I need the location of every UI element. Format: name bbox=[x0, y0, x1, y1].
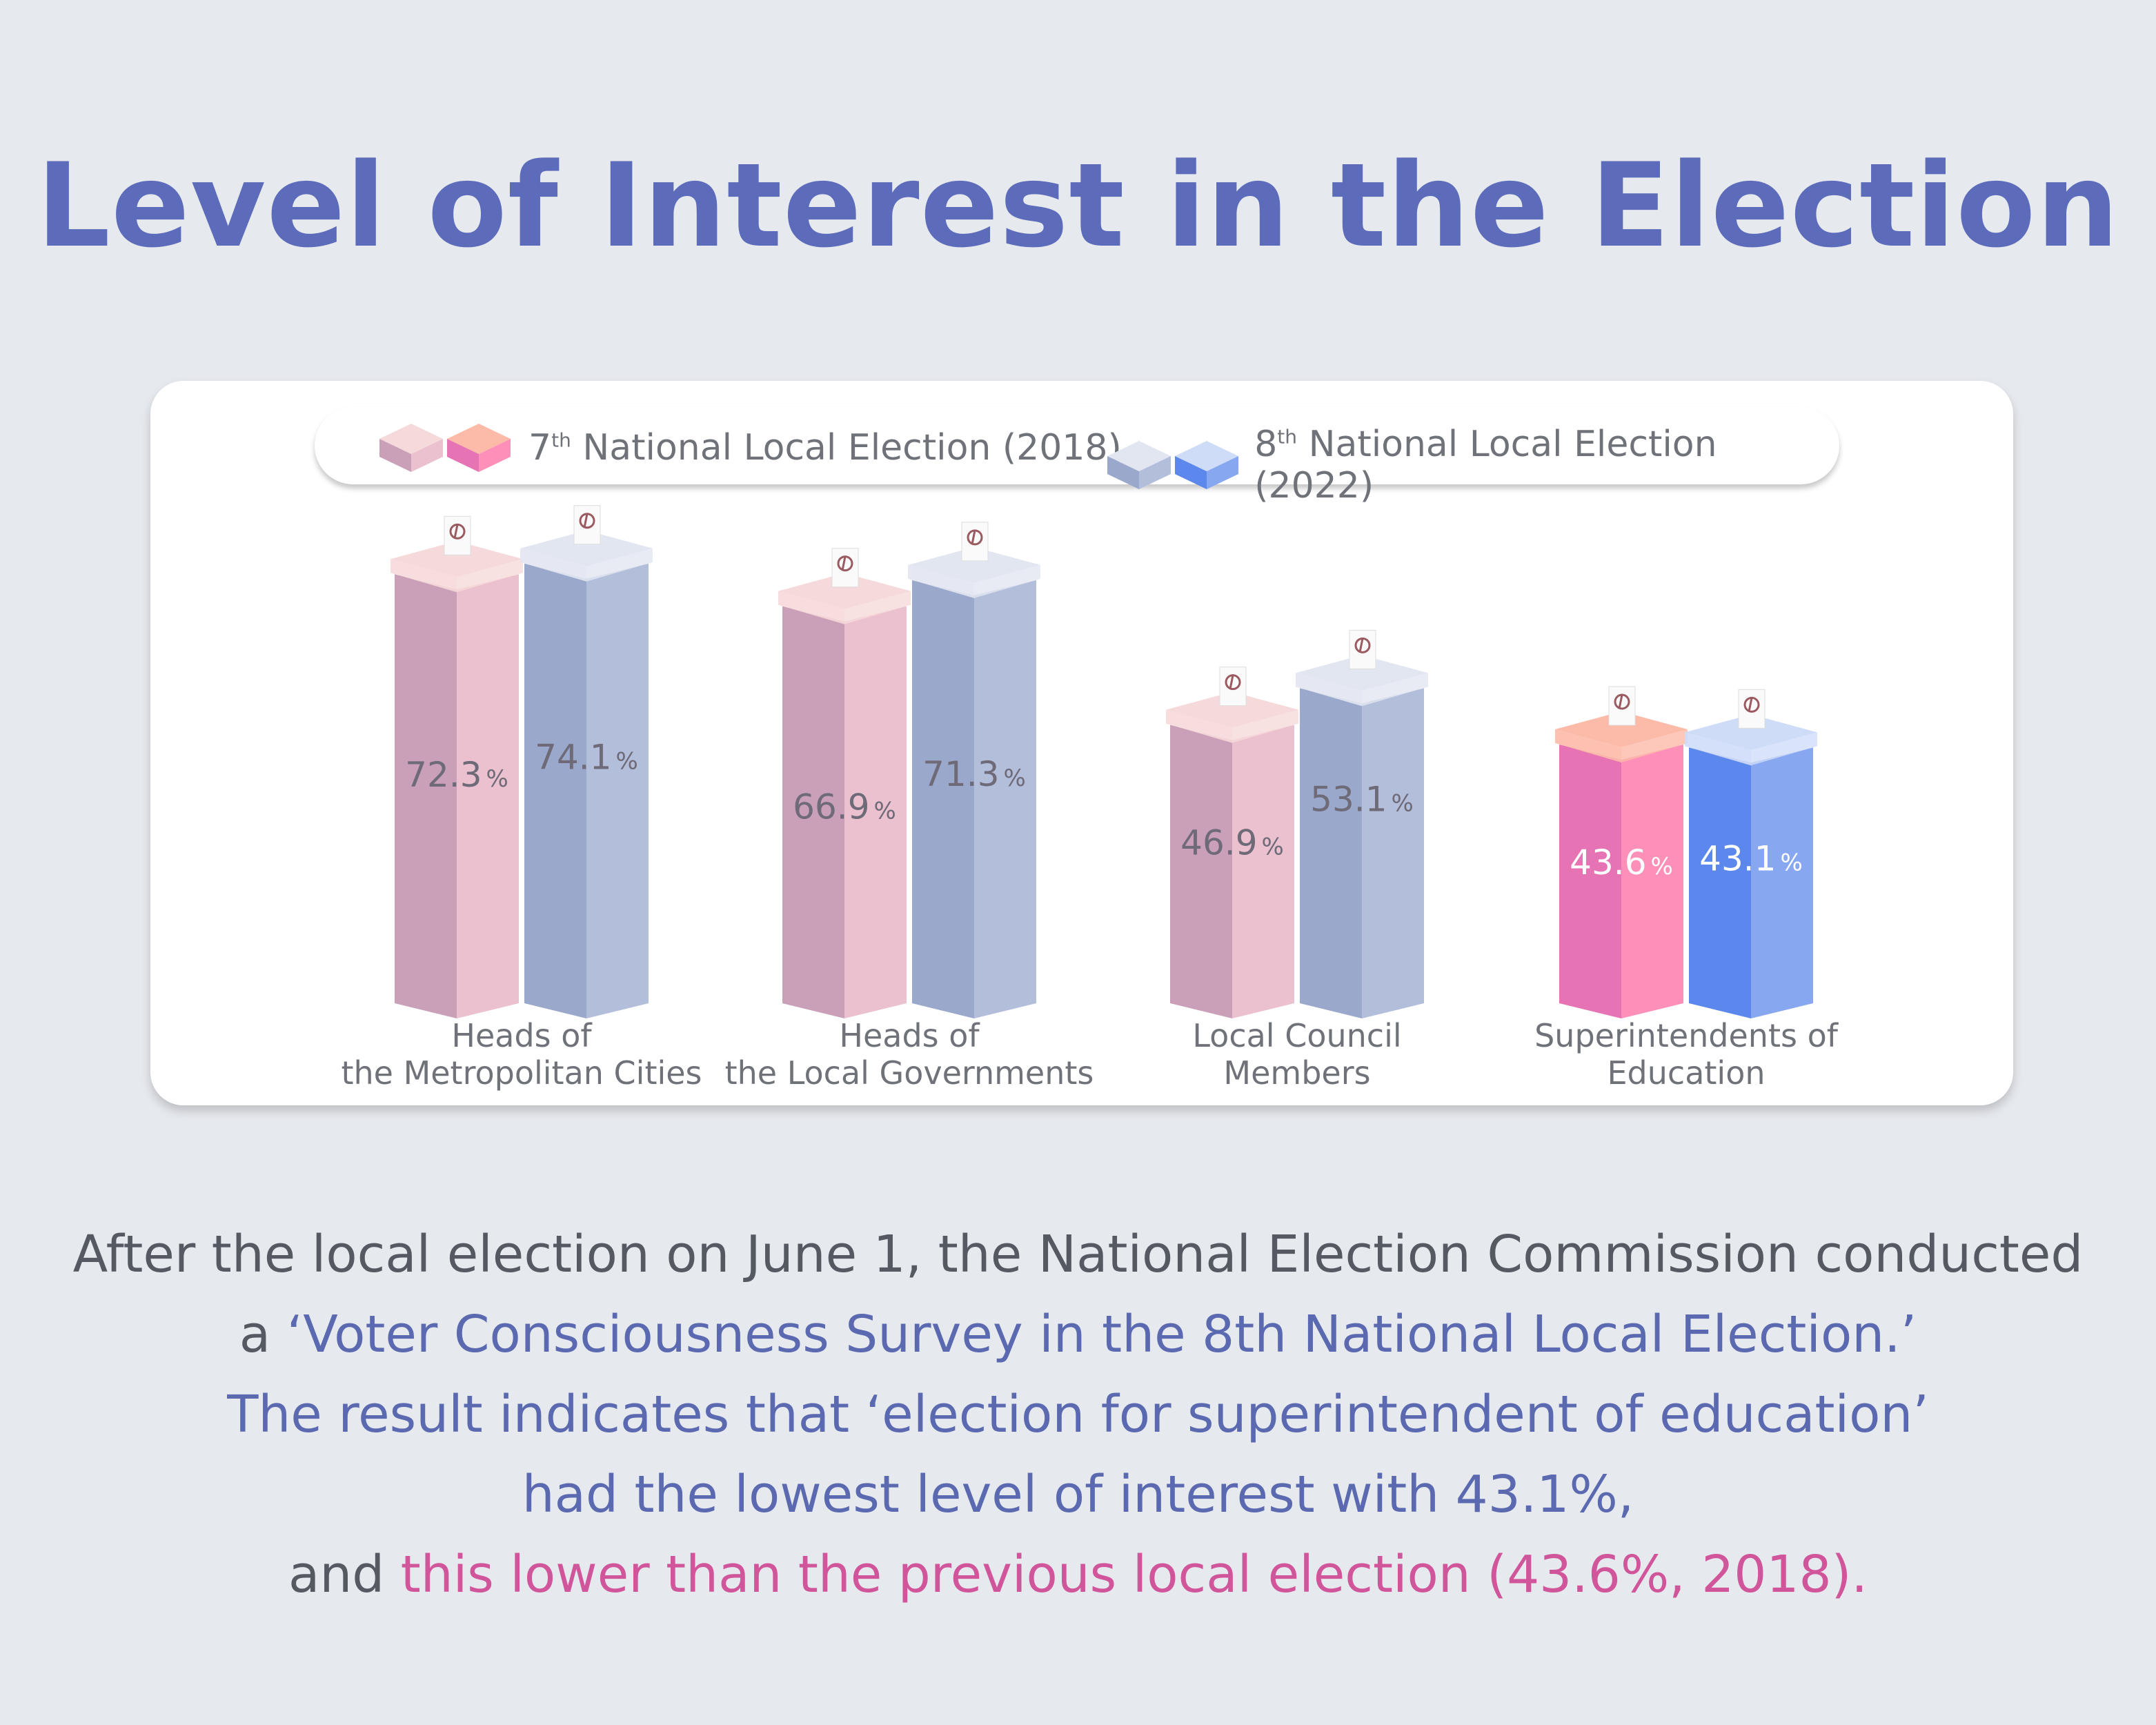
bar-2018 bbox=[778, 573, 911, 1018]
ballot-icon bbox=[961, 522, 989, 562]
chart-card: 7th National Local Election (2018) 8th N… bbox=[150, 381, 2013, 1105]
legend-item-2018: 7th National Local Election (2018) bbox=[377, 424, 1122, 472]
ballot-icon bbox=[1608, 686, 1636, 726]
data-label: 72.3% bbox=[405, 755, 508, 795]
bar-2022 bbox=[1296, 655, 1428, 1018]
ballot-icon bbox=[573, 505, 601, 545]
bar-2018 bbox=[1555, 711, 1688, 1018]
data-label: 71.3% bbox=[922, 754, 1026, 794]
data-label: 53.1% bbox=[1310, 779, 1414, 819]
ballot-icon bbox=[1738, 689, 1766, 729]
legend-swatch-icon bbox=[379, 424, 511, 472]
category-label: Education bbox=[1607, 1054, 1765, 1092]
bar-2022 bbox=[908, 546, 1040, 1018]
category-label: Heads of bbox=[451, 1017, 593, 1054]
category-label: Heads of bbox=[839, 1017, 980, 1054]
summary-paragraph: After the local election on June 1, the … bbox=[72, 1225, 2084, 1604]
ballot-icon bbox=[1349, 629, 1376, 669]
data-label: 74.1% bbox=[535, 738, 638, 778]
bar-2022 bbox=[520, 530, 653, 1018]
legend-swatch-icon bbox=[1107, 441, 1238, 489]
bar-2018 bbox=[390, 541, 523, 1018]
ballot-icon bbox=[1219, 667, 1247, 707]
ballot-icon bbox=[444, 515, 471, 555]
ballot-icon bbox=[831, 548, 859, 588]
legend-item-2022: 8th National Local Election (2022) bbox=[1105, 424, 1839, 506]
category-label: Members bbox=[1223, 1054, 1370, 1092]
bar-2018 bbox=[1166, 691, 1298, 1018]
data-label: 46.9% bbox=[1180, 823, 1284, 863]
category-label: Local Council bbox=[1192, 1017, 1401, 1054]
data-label: 43.6% bbox=[1570, 842, 1673, 883]
category-label: the Local Governments bbox=[725, 1054, 1094, 1092]
category-label: the Metropolitan Cities bbox=[341, 1054, 702, 1092]
legend: 7th National Local Election (2018) 8th N… bbox=[315, 407, 1839, 506]
data-label: 43.1% bbox=[1699, 838, 1803, 878]
category-label: Superintendents of bbox=[1534, 1017, 1839, 1054]
page-title: Level of Interest in the Election bbox=[36, 138, 2120, 273]
data-label: 66.9% bbox=[793, 787, 896, 827]
